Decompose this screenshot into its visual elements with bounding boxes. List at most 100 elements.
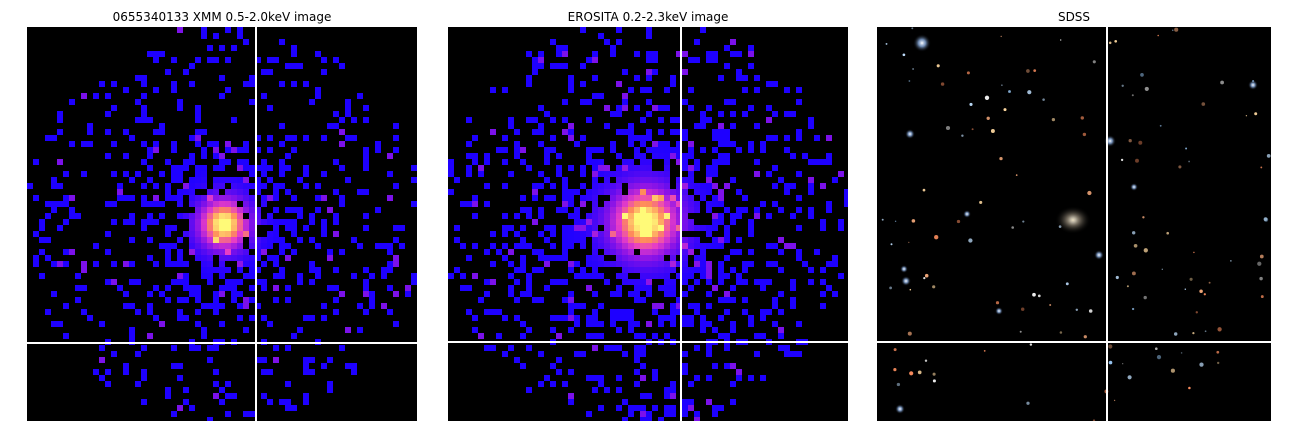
count-pixel	[165, 297, 171, 303]
count-pixel	[526, 327, 532, 333]
count-pixel	[808, 213, 814, 219]
count-pixel	[255, 237, 261, 243]
star	[932, 372, 936, 376]
count-pixel	[688, 399, 694, 405]
count-pixel	[520, 261, 526, 267]
count-pixel	[550, 315, 556, 321]
count-pixel	[688, 243, 694, 249]
count-pixel	[616, 219, 622, 225]
count-pixel	[225, 249, 231, 255]
count-pixel	[405, 285, 411, 291]
count-pixel	[225, 219, 231, 225]
count-pixel	[646, 75, 652, 81]
count-pixel	[213, 225, 219, 231]
count-pixel	[105, 231, 111, 237]
count-pixel	[592, 315, 598, 321]
count-pixel	[45, 135, 51, 141]
count-pixel	[327, 207, 333, 213]
count-pixel	[604, 249, 610, 255]
count-pixel	[273, 297, 279, 303]
count-pixel	[189, 177, 195, 183]
count-pixel	[730, 297, 736, 303]
count-pixel	[622, 159, 628, 165]
count-pixel	[472, 153, 478, 159]
count-pixel	[351, 369, 357, 375]
count-pixel	[682, 225, 688, 231]
count-pixel	[748, 219, 754, 225]
count-pixel	[766, 81, 772, 87]
star	[1075, 308, 1079, 312]
count-pixel	[219, 285, 225, 291]
count-pixel	[676, 51, 682, 57]
count-pixel	[664, 207, 670, 213]
count-pixel	[724, 63, 730, 69]
star	[1113, 399, 1116, 402]
star	[1193, 251, 1195, 254]
count-pixel	[658, 171, 664, 177]
count-pixel	[111, 219, 117, 225]
count-pixel	[616, 201, 622, 207]
count-pixel	[165, 231, 171, 237]
count-pixel	[610, 345, 616, 351]
count-pixel	[472, 213, 478, 219]
star	[1159, 124, 1162, 127]
count-pixel	[628, 315, 634, 321]
count-pixel	[327, 387, 333, 393]
count-pixel	[201, 33, 207, 39]
count-pixel	[658, 417, 664, 421]
count-pixel	[177, 201, 183, 207]
count-pixel	[261, 195, 267, 201]
star	[1199, 289, 1203, 294]
count-pixel	[646, 255, 652, 261]
count-pixel	[387, 243, 393, 249]
count-pixel	[249, 315, 255, 321]
count-pixel	[592, 219, 598, 225]
count-pixel	[315, 267, 321, 273]
count-pixel	[694, 411, 700, 417]
count-pixel	[538, 249, 544, 255]
count-pixel	[201, 261, 207, 267]
count-pixel	[520, 333, 526, 339]
count-pixel	[508, 291, 514, 297]
count-pixel	[105, 369, 111, 375]
count-pixel	[718, 279, 724, 285]
count-pixel	[51, 291, 57, 297]
count-pixel	[255, 213, 261, 219]
count-pixel	[700, 27, 706, 33]
count-pixel	[568, 75, 574, 81]
count-pixel	[616, 255, 622, 261]
count-pixel	[718, 243, 724, 249]
count-pixel	[538, 123, 544, 129]
count-pixel	[724, 153, 730, 159]
star	[1026, 401, 1030, 405]
count-pixel	[802, 261, 808, 267]
count-pixel	[652, 219, 658, 225]
count-pixel	[676, 117, 682, 123]
count-pixel	[201, 171, 207, 177]
count-pixel	[363, 225, 369, 231]
count-pixel	[309, 237, 315, 243]
crosshair-horizontal	[448, 341, 848, 343]
count-pixel	[117, 195, 123, 201]
count-pixel	[153, 261, 159, 267]
count-pixel	[628, 225, 634, 231]
count-pixel	[75, 273, 81, 279]
star	[984, 95, 990, 100]
count-pixel	[694, 39, 700, 45]
count-pixel	[634, 261, 640, 267]
star	[1115, 275, 1119, 280]
count-pixel	[255, 249, 261, 255]
count-pixel	[724, 45, 730, 51]
count-pixel	[219, 207, 225, 213]
count-pixel	[333, 57, 339, 63]
count-pixel	[670, 243, 676, 249]
count-pixel	[207, 417, 213, 421]
count-pixel	[670, 315, 676, 321]
count-pixel	[231, 255, 237, 261]
count-pixel	[502, 225, 508, 231]
count-pixel	[664, 267, 670, 273]
count-pixel	[760, 279, 766, 285]
count-pixel	[261, 171, 267, 177]
count-pixel	[87, 129, 93, 135]
star	[1257, 261, 1262, 266]
